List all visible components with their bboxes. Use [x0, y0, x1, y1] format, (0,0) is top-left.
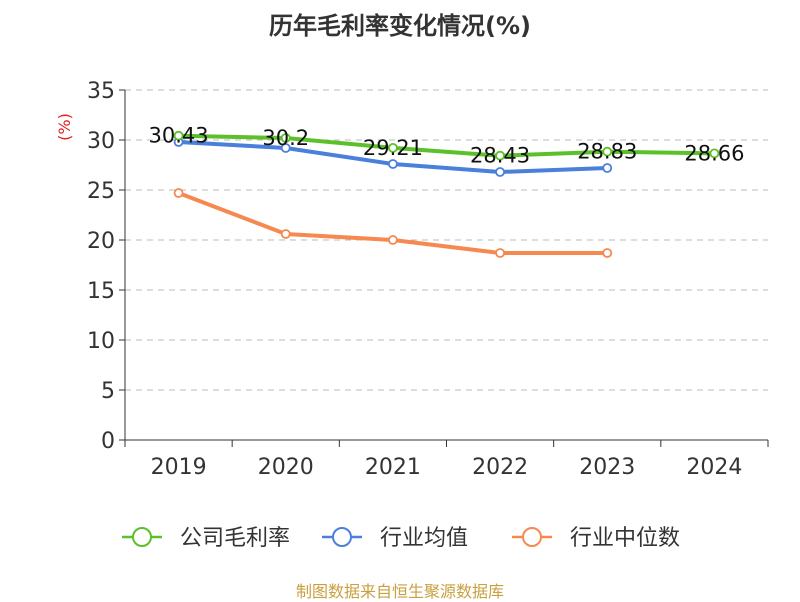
- data-label-2020: 30.2: [262, 126, 309, 150]
- data-point-0-2020[interactable]: [280, 133, 291, 143]
- data-point-0-2019[interactable]: [173, 130, 184, 141]
- x-tick-label-2022: 2022: [472, 455, 528, 480]
- data-point-1-2023[interactable]: [602, 163, 613, 173]
- source-note: 制图数据来自恒生聚源数据库: [295, 582, 504, 601]
- legend-item-0[interactable]: 公司毛利率: [180, 526, 290, 551]
- x-tick-label-2023: 2023: [579, 455, 635, 480]
- y-tick-label: 5: [101, 379, 115, 404]
- data-label-2022: 28.43: [470, 144, 530, 168]
- data-point-2-2022[interactable]: [495, 248, 505, 258]
- data-point-0-2021[interactable]: [388, 142, 398, 153]
- data-point-2-2020[interactable]: [280, 229, 291, 239]
- legend-marker-1: [332, 527, 352, 547]
- chart-title: 历年毛利率变化情况(%): [269, 12, 531, 40]
- series-layer: [173, 130, 720, 258]
- legend-marker-0: [132, 527, 152, 547]
- legend-item-2[interactable]: 行业中位数: [570, 526, 680, 551]
- data-label-2019: 30.43: [149, 124, 209, 148]
- data-point-2-2019[interactable]: [173, 188, 184, 198]
- ticks: 0 5 10 15 20 25 30 35 2019 2020 2021 2022 2023 2024: [87, 79, 769, 480]
- series-line-0: [176, 133, 717, 158]
- data-point-2-2021[interactable]: [388, 235, 398, 245]
- data-point-0-2024[interactable]: [709, 148, 720, 159]
- y-tick-label: 20: [87, 229, 115, 254]
- y-tick-label: 10: [87, 329, 115, 354]
- data-point-1-2022[interactable]: [495, 167, 505, 177]
- data-point-2-2023[interactable]: [602, 248, 613, 258]
- x-tick-label-2019: 2019: [151, 455, 207, 480]
- data-point-0-2022[interactable]: [495, 150, 505, 161]
- legend-item-1[interactable]: 行业均值: [380, 526, 468, 551]
- x-tick-label-2020: 2020: [258, 455, 314, 480]
- data-label-2024: 28.66: [684, 141, 744, 165]
- data-point-1-2020[interactable]: [280, 143, 291, 153]
- y-tick-label: 25: [87, 179, 115, 204]
- data-point-1-2021[interactable]: [388, 159, 398, 169]
- y-tick-label: 30: [87, 129, 115, 154]
- data-labels: 30.43 30.2 29.21 28.43 28.83 28.66: [149, 124, 745, 168]
- legend: 公司毛利率 行业均值 行业中位数: [122, 526, 680, 551]
- y-tick-label: 0: [101, 429, 115, 454]
- legend-marker-2: [522, 527, 542, 547]
- data-point-0-2023[interactable]: [602, 146, 613, 157]
- x-tick-label-2024: 2024: [686, 455, 742, 480]
- data-label-2021: 29.21: [363, 136, 423, 160]
- grid-lines: [125, 89, 768, 391]
- x-tick-label-2021: 2021: [365, 455, 421, 480]
- y-tick-label: 35: [87, 79, 115, 104]
- y-tick-label: 15: [87, 279, 115, 304]
- y-axis-label: (%): [55, 113, 74, 141]
- data-label-2023: 28.83: [577, 140, 637, 164]
